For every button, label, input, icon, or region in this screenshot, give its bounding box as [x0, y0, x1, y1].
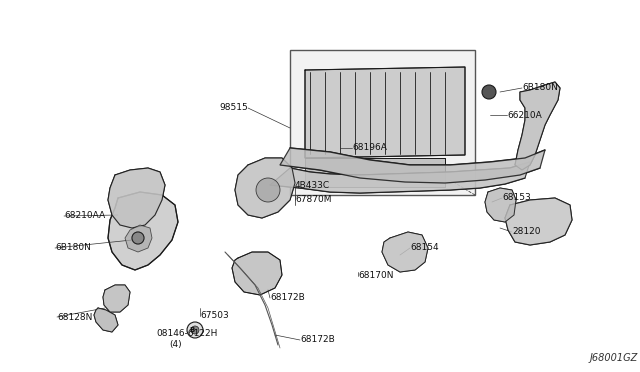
Text: 67503: 67503: [200, 311, 228, 321]
Circle shape: [191, 326, 199, 334]
Text: 28120: 28120: [512, 228, 541, 237]
Text: 66210A: 66210A: [507, 110, 541, 119]
Text: 68170N: 68170N: [358, 272, 394, 280]
Text: B: B: [189, 327, 195, 333]
Polygon shape: [305, 158, 445, 187]
Polygon shape: [270, 162, 530, 193]
Polygon shape: [515, 82, 560, 170]
Polygon shape: [235, 158, 295, 218]
Circle shape: [256, 178, 280, 202]
Polygon shape: [505, 198, 572, 245]
Text: 68196A: 68196A: [352, 144, 387, 153]
Polygon shape: [108, 168, 165, 228]
Polygon shape: [103, 285, 130, 312]
Polygon shape: [382, 232, 428, 272]
Text: 67870M: 67870M: [295, 196, 332, 205]
Circle shape: [482, 85, 496, 99]
Text: 68154: 68154: [410, 244, 438, 253]
Text: 68128N: 68128N: [57, 312, 92, 321]
Bar: [290, 50, 475, 195]
Text: 68172B: 68172B: [300, 336, 335, 344]
Text: 68210AA: 68210AA: [64, 212, 105, 221]
Text: 6B180N: 6B180N: [522, 83, 558, 93]
Polygon shape: [305, 67, 465, 158]
Polygon shape: [108, 192, 178, 270]
Text: 98515: 98515: [220, 103, 248, 112]
Text: 08146-6122H: 08146-6122H: [156, 328, 218, 337]
Polygon shape: [125, 225, 152, 252]
Text: 68172B: 68172B: [270, 294, 305, 302]
Circle shape: [132, 232, 144, 244]
Circle shape: [187, 322, 203, 338]
Text: (4): (4): [169, 340, 182, 350]
Text: 68153: 68153: [502, 193, 531, 202]
Text: 4B433C: 4B433C: [295, 180, 330, 189]
Polygon shape: [485, 188, 516, 222]
Text: J68001GZ: J68001GZ: [590, 353, 638, 363]
Polygon shape: [280, 148, 545, 183]
Text: 6B180N: 6B180N: [55, 244, 91, 253]
Polygon shape: [94, 308, 118, 332]
Polygon shape: [232, 252, 282, 295]
